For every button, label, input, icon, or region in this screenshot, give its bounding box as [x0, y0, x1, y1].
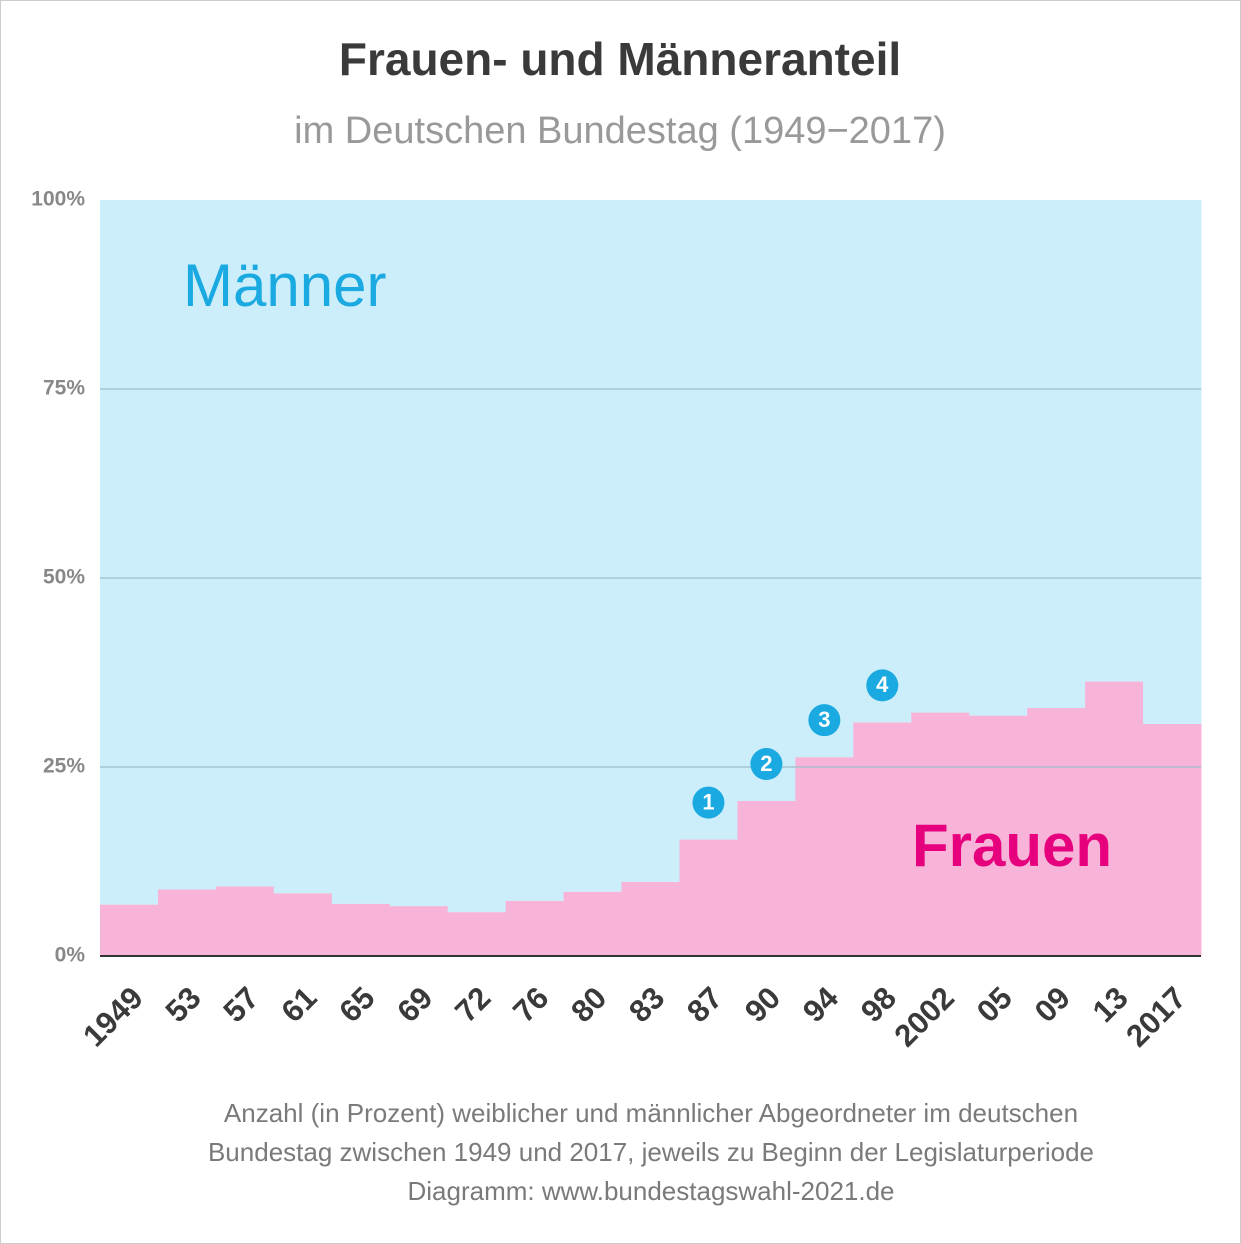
- series-label: Männer: [183, 252, 386, 319]
- bar-segment: [1027, 200, 1086, 709]
- bar-segment: [563, 200, 623, 892]
- bar-segment: [505, 900, 565, 956]
- bar-segment: [911, 200, 970, 713]
- bar-segment: [215, 886, 275, 956]
- bar-segment: [1085, 200, 1144, 682]
- annotation-label: 2: [760, 751, 772, 776]
- bar-segment: [389, 200, 449, 907]
- bar-segment: [273, 200, 333, 894]
- y-tick-label: 50%: [43, 566, 85, 589]
- bar-segment: [737, 200, 796, 802]
- bar-segment: [331, 903, 391, 956]
- bar-segment: [273, 893, 333, 956]
- bar-segment: [853, 722, 912, 956]
- bar-segment: [157, 200, 217, 890]
- annotation-marker: [750, 748, 783, 781]
- chart-subtitle: im Deutschen Bundestag (1949−2017): [294, 110, 946, 152]
- annotation-label: 4: [876, 672, 889, 697]
- bar-segment: [505, 200, 565, 901]
- bar-segment: [1143, 200, 1202, 724]
- bar-segment: [1027, 708, 1086, 956]
- footnote: Bundestag zwischen 1949 und 2017, jeweil…: [208, 1137, 1094, 1167]
- bar-segment: [1085, 681, 1144, 956]
- bar-segment: [447, 912, 507, 956]
- annotation-marker: [808, 704, 841, 737]
- bar-segment: [969, 715, 1028, 956]
- y-tick-label: 100%: [31, 188, 85, 211]
- bar-segment: [157, 889, 217, 956]
- bar-segment: [100, 200, 159, 905]
- series-label: Frauen: [912, 812, 1112, 879]
- y-tick-label: 25%: [43, 755, 85, 778]
- bar-segment: [621, 200, 680, 882]
- annotation-marker: [866, 669, 899, 702]
- bar-segment: [737, 801, 796, 956]
- bar-segment: [853, 200, 912, 723]
- bar-segment: [679, 839, 738, 956]
- annotation-label: 3: [818, 707, 830, 732]
- bar-segment: [795, 200, 854, 758]
- bar-segment: [389, 906, 449, 956]
- bar-segment: [795, 757, 854, 956]
- bar-segment: [969, 200, 1028, 716]
- bar-segment: [679, 200, 738, 840]
- footnote: Diagramm: www.bundestagswahl-2021.de: [407, 1176, 894, 1206]
- y-tick-label: 0%: [55, 944, 86, 967]
- footnote: Anzahl (in Prozent) weiblicher und männl…: [224, 1098, 1078, 1128]
- bar-segment: [100, 904, 159, 956]
- bar-segment: [621, 881, 680, 956]
- y-tick-label: 75%: [43, 377, 85, 400]
- bar-segment: [911, 712, 970, 956]
- bar-segment: [447, 200, 507, 913]
- bar-segment: [563, 891, 623, 956]
- bar-segment: [215, 200, 275, 887]
- annotation-label: 1: [702, 789, 714, 814]
- bar-segment: [1143, 723, 1202, 956]
- bar-segment: [331, 200, 391, 904]
- annotation-marker: [692, 786, 725, 819]
- chart-title: Frauen- und Männeranteil: [339, 33, 901, 85]
